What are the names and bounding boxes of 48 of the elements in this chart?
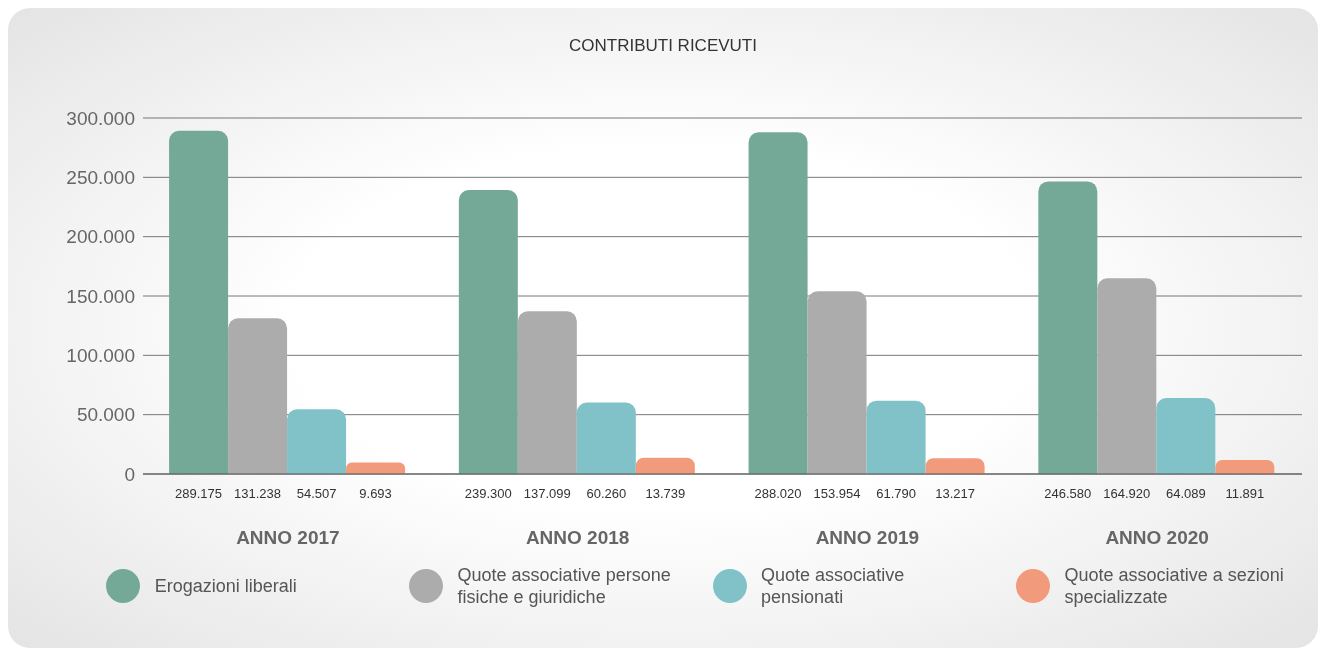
data-label: 54.507 <box>296 486 337 501</box>
y-tick-label: 250.000 <box>66 167 135 189</box>
data-label: 137.099 <box>523 486 571 501</box>
y-tick-label: 100.000 <box>66 345 135 367</box>
data-label: 9.693 <box>359 486 392 501</box>
bar <box>287 409 347 474</box>
x-tick-label: ANNO 2020 <box>1105 527 1209 548</box>
bar <box>228 318 288 474</box>
y-tick-label: 150.000 <box>66 285 135 307</box>
data-label: 11.891 <box>1225 486 1265 501</box>
data-label: 289.175 <box>175 486 223 501</box>
data-label: 13.739 <box>645 486 686 501</box>
bar <box>576 402 636 474</box>
x-tick-label: ANNO 2017 <box>236 527 340 548</box>
bar <box>517 311 577 474</box>
data-label: 64.089 <box>1165 486 1206 501</box>
data-label: 239.300 <box>464 486 512 501</box>
data-label: 246.580 <box>1044 486 1092 501</box>
data-label: 288.020 <box>754 486 802 501</box>
bar <box>458 190 518 474</box>
bar <box>1215 459 1275 474</box>
legend-label: Quote associative a sezioni specializzate <box>1064 564 1285 608</box>
bar <box>748 132 808 474</box>
bar <box>346 462 406 474</box>
bar <box>1097 278 1157 474</box>
data-label: 61.790 <box>876 486 916 501</box>
y-tick-label: 300.000 <box>66 107 135 129</box>
data-label: 153.954 <box>813 486 861 501</box>
bar <box>635 457 695 474</box>
legend-label: Quote associative persone fisiche e giuridiche <box>457 564 672 608</box>
legend-label: Erogazioni liberali <box>154 575 298 597</box>
data-label: 60.260 <box>586 486 627 501</box>
bar <box>169 130 229 474</box>
x-tick-label: ANNO 2018 <box>525 527 630 548</box>
legend-label: Quote associative pensionati <box>761 564 906 608</box>
data-label: 131.238 <box>234 486 282 501</box>
bar <box>866 400 926 474</box>
y-tick-label: 200.000 <box>66 226 135 248</box>
bar <box>1156 397 1216 474</box>
data-label: 164.920 <box>1103 486 1151 501</box>
y-tick-label: 50.000 <box>76 404 135 426</box>
bar <box>807 291 867 474</box>
y-tick-label: 0 <box>124 463 135 485</box>
chart-title: CONTRIBUTI RICEVUTI <box>568 36 758 56</box>
x-tick-label: ANNO 2019 <box>815 527 920 548</box>
bar <box>1038 181 1098 474</box>
data-label: 13.217 <box>935 486 975 501</box>
bar <box>925 458 985 474</box>
